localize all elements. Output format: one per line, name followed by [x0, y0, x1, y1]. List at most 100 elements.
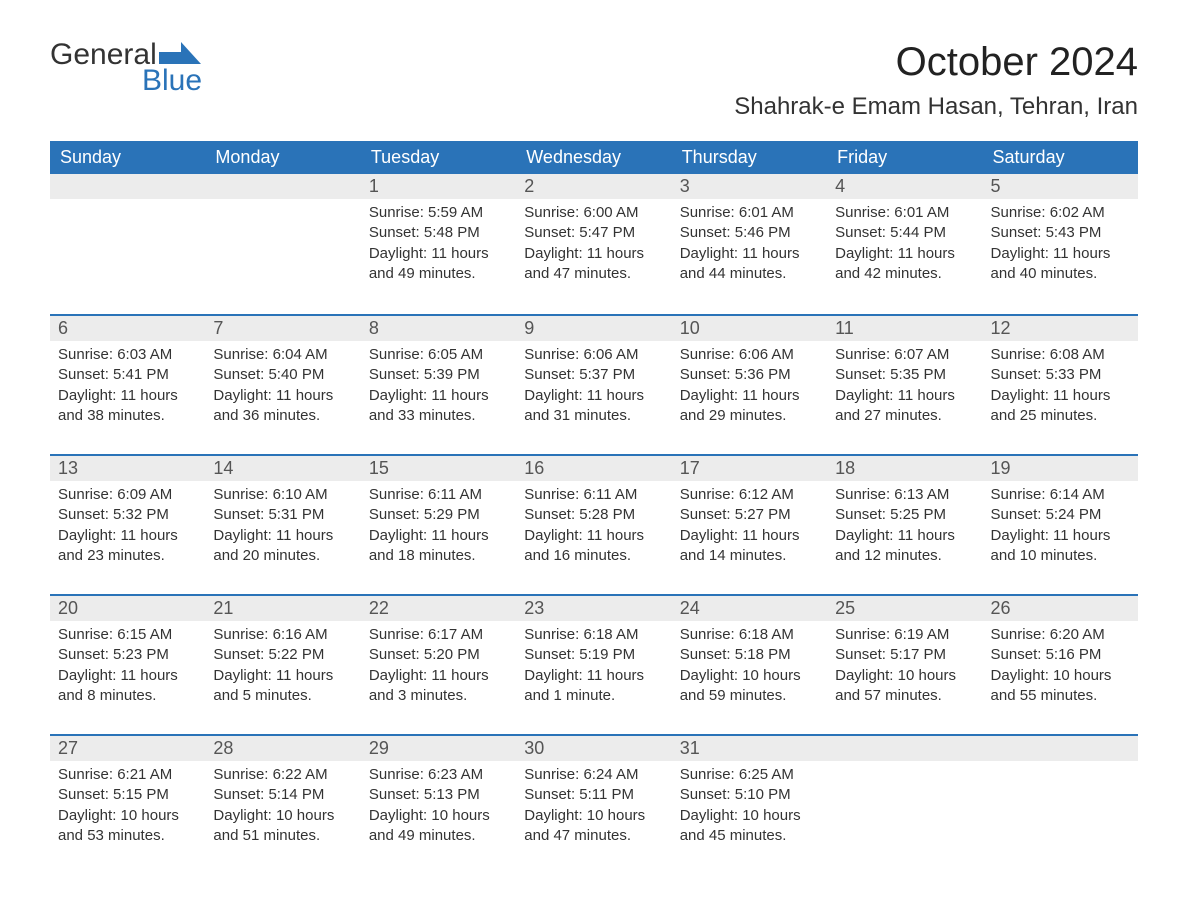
calendar-day-cell: 12Sunrise: 6:08 AMSunset: 5:33 PMDayligh…	[983, 314, 1138, 454]
daylight-text: Daylight: 11 hours and 8 minutes.	[58, 666, 197, 707]
day-number: 28	[205, 734, 360, 761]
day-number: 15	[361, 454, 516, 481]
day-details: Sunrise: 6:11 AMSunset: 5:28 PMDaylight:…	[516, 481, 671, 574]
daylight-text: Daylight: 11 hours and 1 minute.	[524, 666, 663, 707]
day-details: Sunrise: 6:00 AMSunset: 5:47 PMDaylight:…	[516, 199, 671, 292]
sunset-text: Sunset: 5:31 PM	[213, 505, 352, 525]
day-details: Sunrise: 6:17 AMSunset: 5:20 PMDaylight:…	[361, 621, 516, 714]
brand-word2: Blue	[142, 66, 202, 96]
sunset-text: Sunset: 5:32 PM	[58, 505, 197, 525]
daylight-text: Daylight: 11 hours and 38 minutes.	[58, 386, 197, 427]
sunset-text: Sunset: 5:22 PM	[213, 645, 352, 665]
calendar-day-cell: 30Sunrise: 6:24 AMSunset: 5:11 PMDayligh…	[516, 734, 671, 874]
day-number: 10	[672, 314, 827, 341]
calendar-header: Sunday Monday Tuesday Wednesday Thursday…	[50, 141, 1138, 174]
sunrise-text: Sunrise: 6:04 AM	[213, 345, 352, 365]
sunrise-text: Sunrise: 6:12 AM	[680, 485, 819, 505]
day-number: 5	[983, 174, 1138, 199]
day-number: 16	[516, 454, 671, 481]
sunset-text: Sunset: 5:16 PM	[991, 645, 1130, 665]
title-block: October 2024 Shahrak-e Emam Hasan, Tehra…	[734, 40, 1138, 121]
calendar-week-row: 20Sunrise: 6:15 AMSunset: 5:23 PMDayligh…	[50, 594, 1138, 734]
sunrise-text: Sunrise: 6:10 AM	[213, 485, 352, 505]
sunset-text: Sunset: 5:17 PM	[835, 645, 974, 665]
calendar-day-cell	[50, 174, 205, 314]
day-details	[827, 761, 982, 773]
calendar-day-cell: 15Sunrise: 6:11 AMSunset: 5:29 PMDayligh…	[361, 454, 516, 594]
sunset-text: Sunset: 5:20 PM	[369, 645, 508, 665]
calendar-day-cell: 5Sunrise: 6:02 AMSunset: 5:43 PMDaylight…	[983, 174, 1138, 314]
calendar-day-cell: 24Sunrise: 6:18 AMSunset: 5:18 PMDayligh…	[672, 594, 827, 734]
daylight-text: Daylight: 11 hours and 33 minutes.	[369, 386, 508, 427]
calendar-day-cell: 31Sunrise: 6:25 AMSunset: 5:10 PMDayligh…	[672, 734, 827, 874]
daylight-text: Daylight: 11 hours and 31 minutes.	[524, 386, 663, 427]
daylight-text: Daylight: 11 hours and 25 minutes.	[991, 386, 1130, 427]
sunrise-text: Sunrise: 6:17 AM	[369, 625, 508, 645]
day-details: Sunrise: 6:18 AMSunset: 5:19 PMDaylight:…	[516, 621, 671, 714]
sunset-text: Sunset: 5:10 PM	[680, 785, 819, 805]
sunrise-text: Sunrise: 6:25 AM	[680, 765, 819, 785]
sunset-text: Sunset: 5:11 PM	[524, 785, 663, 805]
sunrise-text: Sunrise: 6:14 AM	[991, 485, 1130, 505]
weekday-header: Wednesday	[516, 141, 671, 174]
sunrise-text: Sunrise: 6:07 AM	[835, 345, 974, 365]
daylight-text: Daylight: 11 hours and 42 minutes.	[835, 244, 974, 285]
day-details: Sunrise: 5:59 AMSunset: 5:48 PMDaylight:…	[361, 199, 516, 292]
sunset-text: Sunset: 5:37 PM	[524, 365, 663, 385]
sunrise-text: Sunrise: 5:59 AM	[369, 203, 508, 223]
sunset-text: Sunset: 5:35 PM	[835, 365, 974, 385]
day-number: 2	[516, 174, 671, 199]
sunrise-text: Sunrise: 6:09 AM	[58, 485, 197, 505]
brand-word1: General	[50, 40, 157, 70]
sunrise-text: Sunrise: 6:02 AM	[991, 203, 1130, 223]
day-number	[205, 174, 360, 199]
day-details: Sunrise: 6:16 AMSunset: 5:22 PMDaylight:…	[205, 621, 360, 714]
calendar-day-cell: 25Sunrise: 6:19 AMSunset: 5:17 PMDayligh…	[827, 594, 982, 734]
calendar-day-cell: 10Sunrise: 6:06 AMSunset: 5:36 PMDayligh…	[672, 314, 827, 454]
sunrise-text: Sunrise: 6:24 AM	[524, 765, 663, 785]
calendar-day-cell	[827, 734, 982, 874]
day-number: 4	[827, 174, 982, 199]
weekday-header: Saturday	[983, 141, 1138, 174]
sunrise-text: Sunrise: 6:20 AM	[991, 625, 1130, 645]
weekday-header: Monday	[205, 141, 360, 174]
day-details: Sunrise: 6:04 AMSunset: 5:40 PMDaylight:…	[205, 341, 360, 434]
sunrise-text: Sunrise: 6:01 AM	[680, 203, 819, 223]
sunrise-text: Sunrise: 6:08 AM	[991, 345, 1130, 365]
day-details	[205, 199, 360, 211]
day-details: Sunrise: 6:18 AMSunset: 5:18 PMDaylight:…	[672, 621, 827, 714]
day-number: 26	[983, 594, 1138, 621]
day-number: 23	[516, 594, 671, 621]
sunset-text: Sunset: 5:46 PM	[680, 223, 819, 243]
calendar-day-cell: 18Sunrise: 6:13 AMSunset: 5:25 PMDayligh…	[827, 454, 982, 594]
daylight-text: Daylight: 10 hours and 45 minutes.	[680, 806, 819, 847]
day-number: 29	[361, 734, 516, 761]
calendar-day-cell: 29Sunrise: 6:23 AMSunset: 5:13 PMDayligh…	[361, 734, 516, 874]
sunset-text: Sunset: 5:41 PM	[58, 365, 197, 385]
day-details: Sunrise: 6:24 AMSunset: 5:11 PMDaylight:…	[516, 761, 671, 854]
sunset-text: Sunset: 5:48 PM	[369, 223, 508, 243]
daylight-text: Daylight: 10 hours and 47 minutes.	[524, 806, 663, 847]
page-header: General Blue October 2024 Shahrak-e Emam…	[50, 40, 1138, 121]
day-number: 21	[205, 594, 360, 621]
sunset-text: Sunset: 5:14 PM	[213, 785, 352, 805]
day-number: 19	[983, 454, 1138, 481]
sunset-text: Sunset: 5:25 PM	[835, 505, 974, 525]
calendar-day-cell: 9Sunrise: 6:06 AMSunset: 5:37 PMDaylight…	[516, 314, 671, 454]
sunrise-text: Sunrise: 6:13 AM	[835, 485, 974, 505]
calendar-day-cell: 21Sunrise: 6:16 AMSunset: 5:22 PMDayligh…	[205, 594, 360, 734]
calendar-table: Sunday Monday Tuesday Wednesday Thursday…	[50, 141, 1138, 874]
daylight-text: Daylight: 11 hours and 20 minutes.	[213, 526, 352, 567]
daylight-text: Daylight: 11 hours and 14 minutes.	[680, 526, 819, 567]
daylight-text: Daylight: 11 hours and 18 minutes.	[369, 526, 508, 567]
sunset-text: Sunset: 5:29 PM	[369, 505, 508, 525]
sunrise-text: Sunrise: 6:18 AM	[524, 625, 663, 645]
calendar-day-cell: 28Sunrise: 6:22 AMSunset: 5:14 PMDayligh…	[205, 734, 360, 874]
day-details: Sunrise: 6:14 AMSunset: 5:24 PMDaylight:…	[983, 481, 1138, 574]
sunset-text: Sunset: 5:23 PM	[58, 645, 197, 665]
sunrise-text: Sunrise: 6:15 AM	[58, 625, 197, 645]
sunrise-text: Sunrise: 6:03 AM	[58, 345, 197, 365]
day-details: Sunrise: 6:02 AMSunset: 5:43 PMDaylight:…	[983, 199, 1138, 292]
day-number: 27	[50, 734, 205, 761]
day-number: 18	[827, 454, 982, 481]
